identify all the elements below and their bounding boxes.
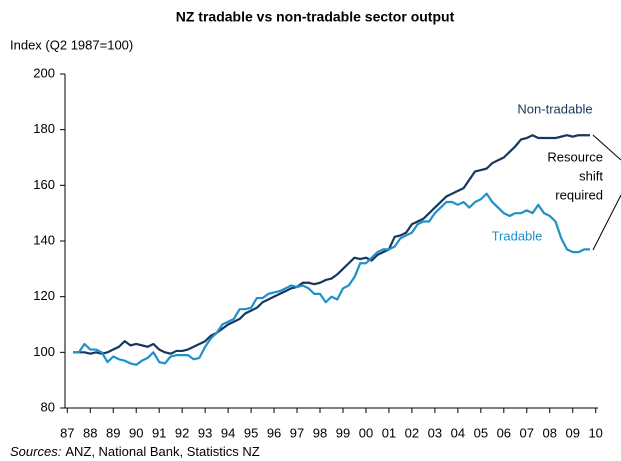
sources-label: Sources: (10, 444, 62, 459)
y-tick-label: 160 (33, 177, 55, 192)
non-tradable-annotation: Non-tradable (517, 101, 592, 116)
sources: Sources: ANZ, National Bank, Statistics N… (10, 444, 260, 459)
series-line (73, 134, 590, 355)
x-tick-label: 95 (244, 425, 258, 440)
sources-text: ANZ, National Bank, Statistics NZ (65, 444, 259, 459)
x-tick-label: 07 (520, 425, 534, 440)
x-tick-label: 00 (359, 425, 373, 440)
x-tick-label: 01 (382, 425, 396, 440)
x-tick-label: 88 (83, 425, 97, 440)
x-tick-label: 96 (267, 425, 281, 440)
x-tick-label: 03 (428, 425, 442, 440)
shift-annotation: Resource (547, 149, 603, 164)
shift-annotation: shift (579, 168, 603, 183)
series-line (73, 192, 590, 366)
x-tick-label: 91 (152, 425, 166, 440)
x-tick-label: 99 (336, 425, 350, 440)
tradable-annotation: Tradable (492, 228, 543, 243)
chart-title: NZ tradable vs non-tradable sector outpu… (176, 9, 455, 25)
x-tick-label: 09 (565, 425, 579, 440)
shift-annotation: required (555, 187, 603, 202)
y-tick-label: 100 (33, 344, 55, 359)
bracket (592, 194, 621, 251)
x-tick-label: 94 (221, 425, 235, 440)
x-tick-label: 08 (543, 425, 557, 440)
y-tick-label: 120 (33, 288, 55, 303)
y-tick-label: 180 (33, 121, 55, 136)
y-tick-label: 80 (41, 399, 55, 414)
bracket (592, 134, 621, 161)
x-tick-label: 05 (474, 425, 488, 440)
x-tick-label: 87 (60, 425, 74, 440)
x-tick-label: 10 (588, 425, 602, 440)
x-tick-label: 98 (313, 425, 327, 440)
x-tick-label: 02 (405, 425, 419, 440)
y-axis-label: Index (Q2 1987=100) (10, 37, 133, 52)
y-tick-label: 200 (33, 65, 55, 80)
x-tick-label: 89 (106, 425, 120, 440)
x-tick-label: 90 (129, 425, 143, 440)
x-tick-label: 06 (497, 425, 511, 440)
x-tick-label: 04 (451, 425, 465, 440)
x-tick-label: 97 (290, 425, 304, 440)
x-tick-label: 92 (175, 425, 189, 440)
x-tick-label: 93 (198, 425, 212, 440)
y-tick-label: 140 (33, 232, 55, 247)
